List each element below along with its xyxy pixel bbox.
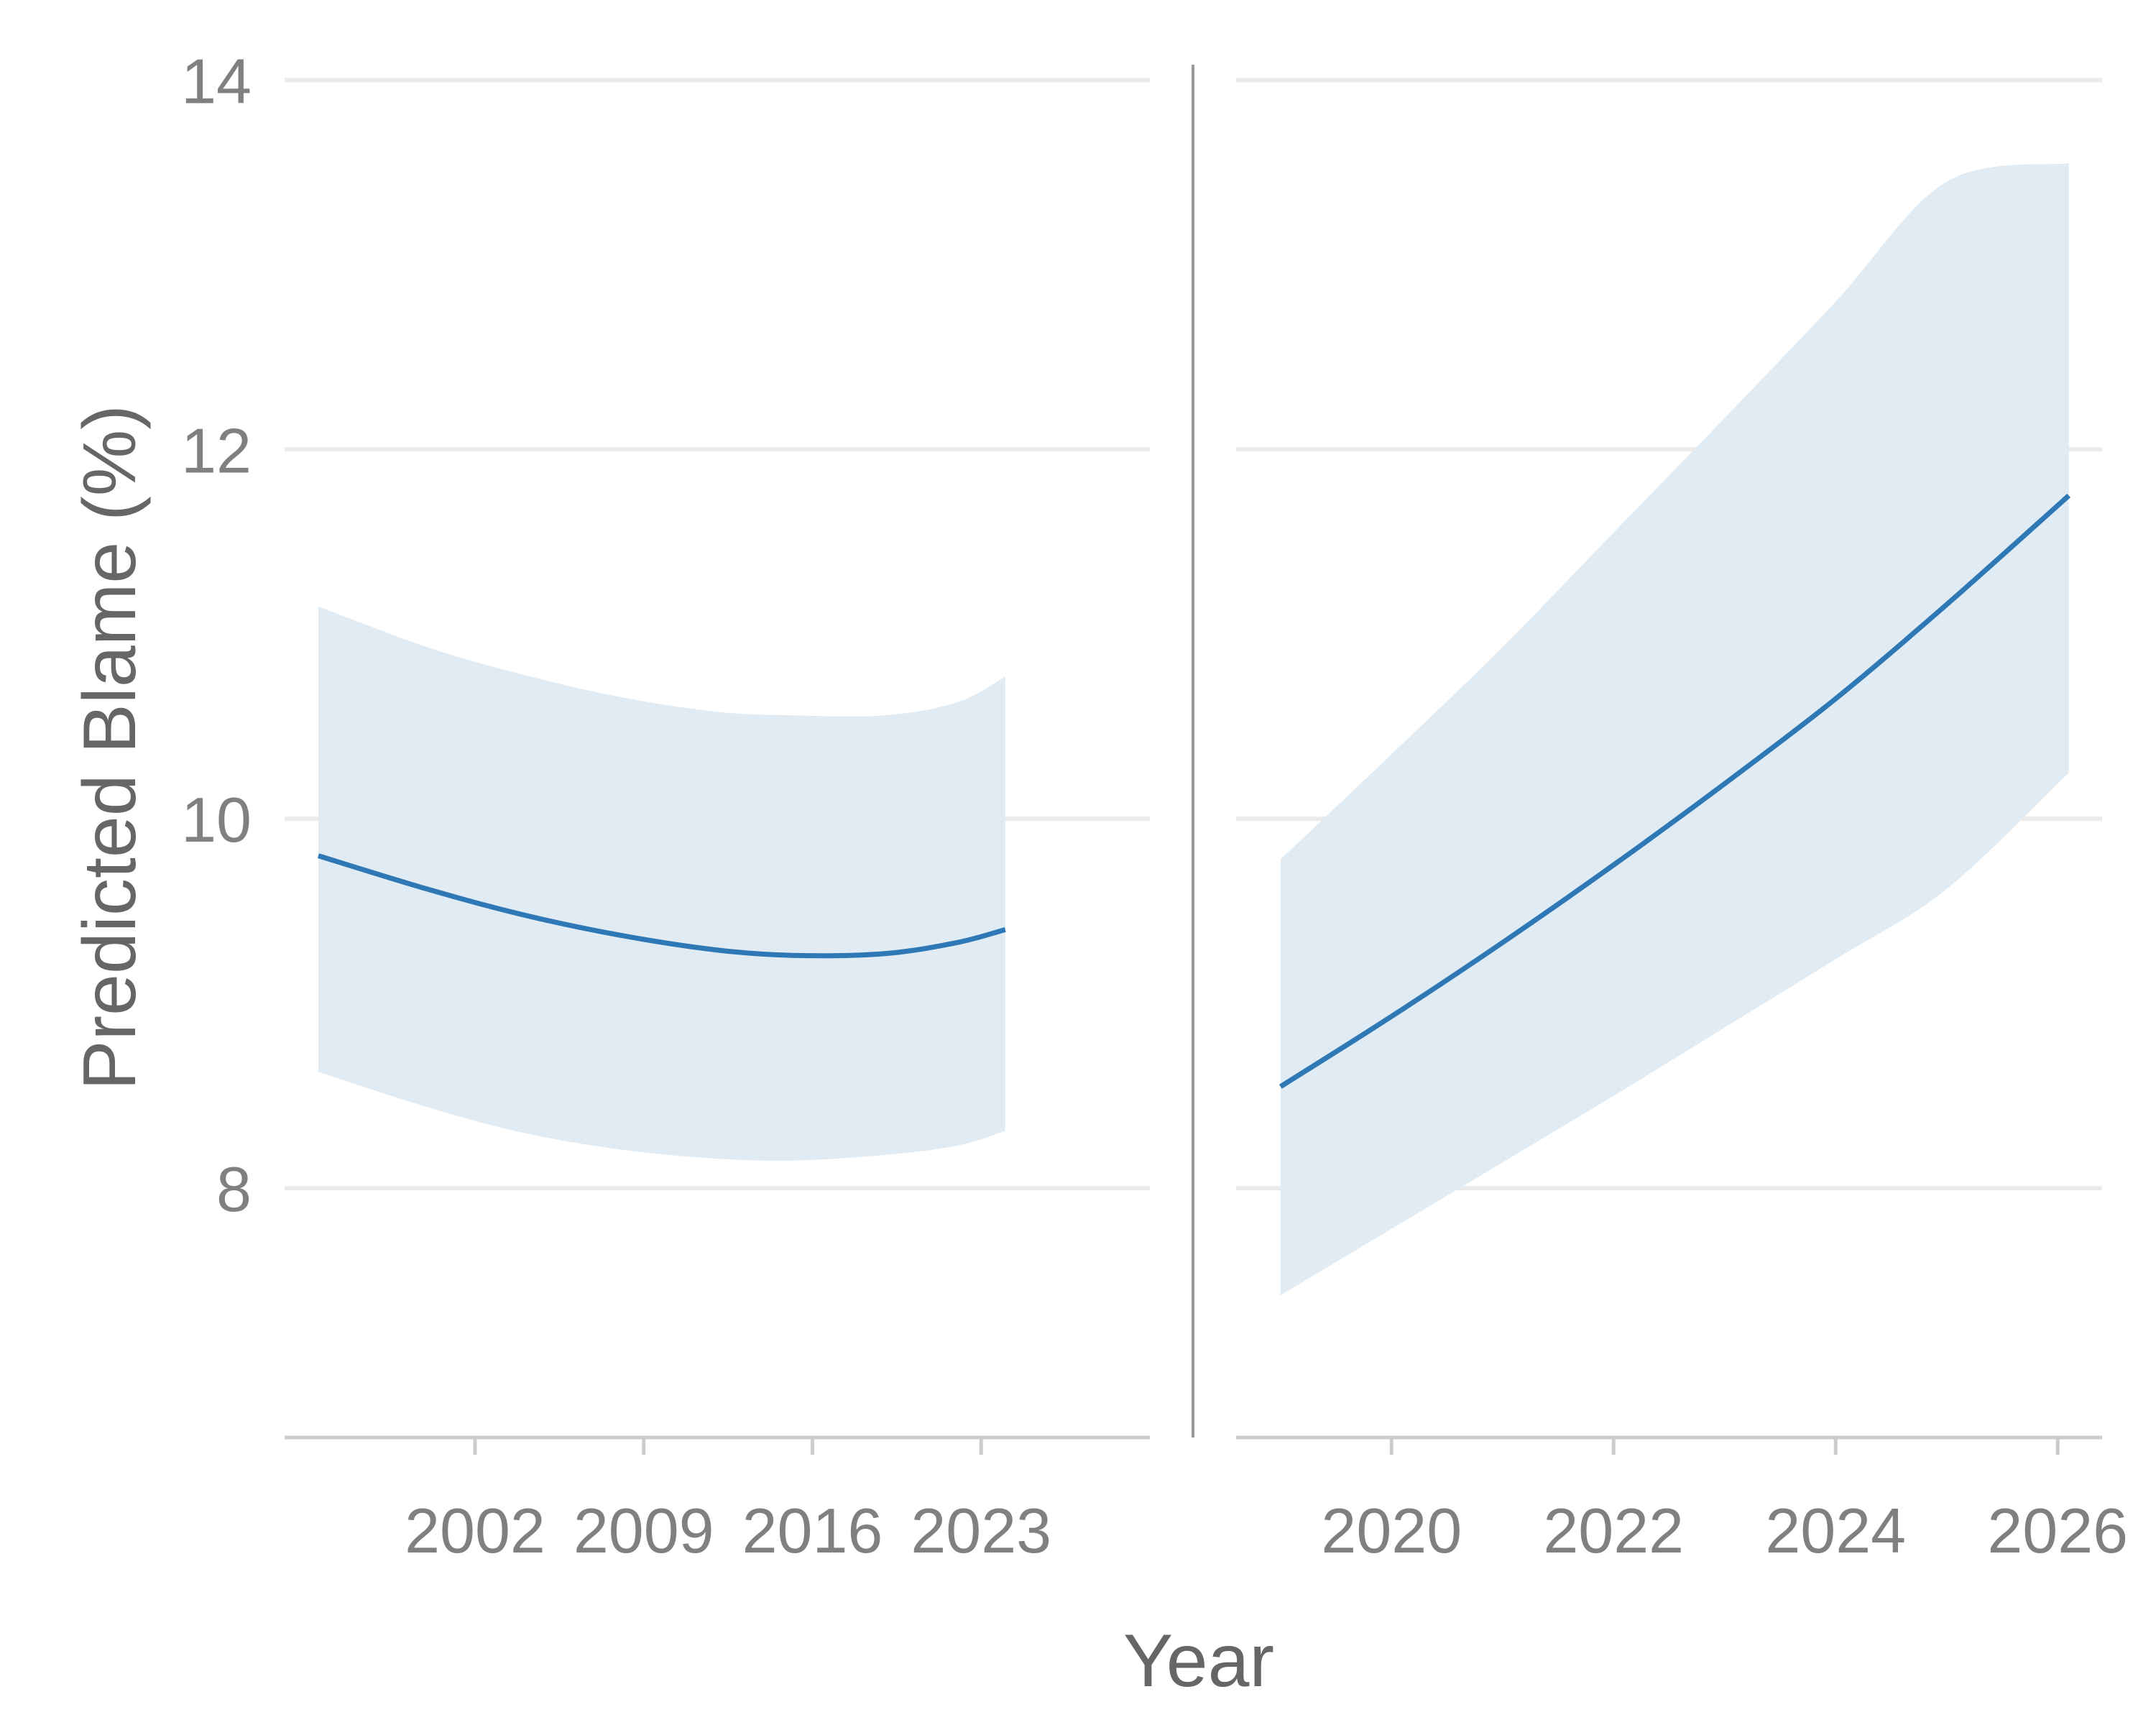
y-axis-title: Predicted Blame (%) <box>68 405 152 1090</box>
x-tick-label-panel2-2024: 2024 <box>1765 1495 1906 1566</box>
prediction-lines <box>317 493 2071 1089</box>
axes <box>285 65 2102 1455</box>
x-tick-label-panel2-2022: 2022 <box>1543 1495 1684 1566</box>
x-tick-label-panel1-2016: 2016 <box>742 1495 883 1566</box>
y-tick-label-12: 12 <box>181 415 252 486</box>
prediction-line-panel2 <box>1279 493 2071 1089</box>
confidence-band-panel2 <box>1280 163 2069 1296</box>
x-axis-title: Year <box>1123 1619 1274 1703</box>
confidence-band-panel1 <box>318 606 1005 1161</box>
x-tick-label-panel1-2009: 2009 <box>573 1495 714 1566</box>
y-tick-label-14: 14 <box>181 45 252 116</box>
y-tick-label-8: 8 <box>216 1154 252 1225</box>
x-tick-label-panel2-2020: 2020 <box>1321 1495 1462 1566</box>
x-tick-label-panel1-2002: 2002 <box>405 1495 545 1566</box>
confidence-bands <box>318 163 2069 1296</box>
x-tick-label-panel2-2026: 2026 <box>1987 1495 2128 1566</box>
x-tick-label-panel1-2023: 2023 <box>911 1495 1051 1566</box>
tick-labels: 2002 2009 2016 2023 2020 2022 2024 2026 8 10 12 14 <box>181 45 2128 1566</box>
y-tick-label-10: 10 <box>181 784 252 855</box>
prediction-line-panel1 <box>317 853 1006 959</box>
